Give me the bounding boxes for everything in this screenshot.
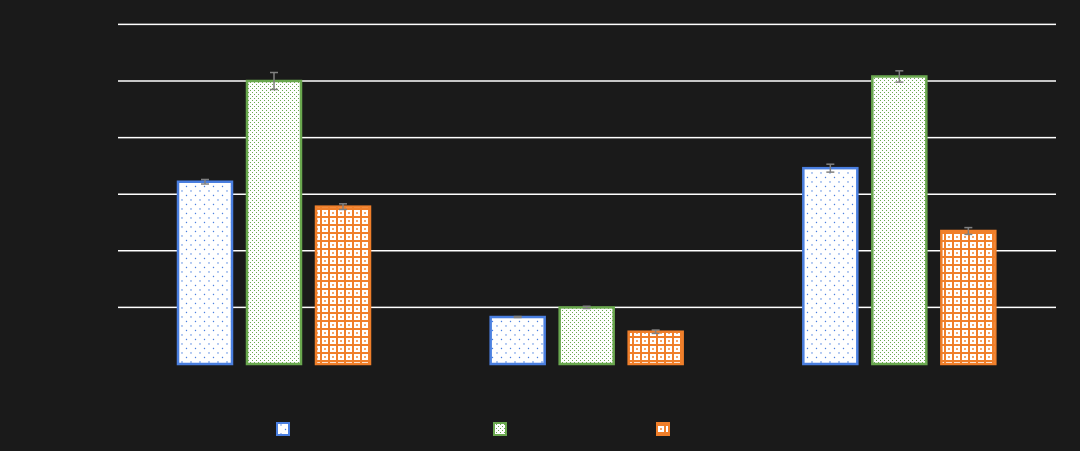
legend-swatch	[657, 423, 669, 435]
bar	[803, 168, 857, 364]
legend	[277, 423, 669, 435]
bar	[629, 332, 683, 364]
bar	[178, 182, 232, 364]
bar	[316, 207, 370, 364]
bar	[872, 76, 926, 364]
bar	[941, 231, 995, 364]
bar	[247, 81, 301, 364]
bar	[560, 307, 614, 364]
legend-swatch	[494, 423, 506, 435]
legend-swatch	[277, 423, 289, 435]
bars	[178, 76, 995, 364]
bar	[491, 317, 545, 364]
